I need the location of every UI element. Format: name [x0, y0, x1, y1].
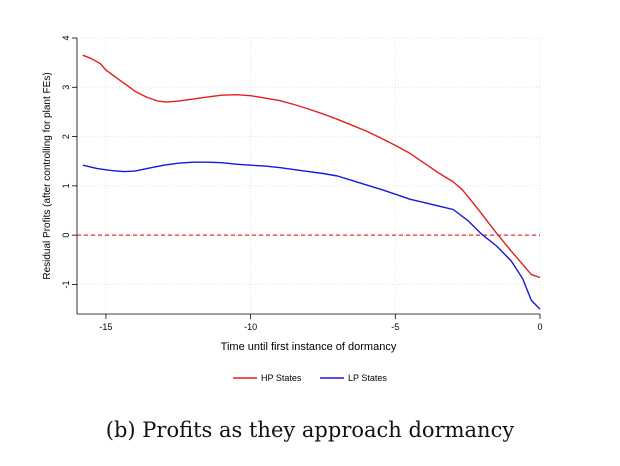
y-tick-label: -1 — [61, 280, 71, 288]
y-tick-label: 2 — [61, 134, 71, 139]
lp-states-line — [82, 161, 541, 310]
y-axis-title: Residual Profits (after controlling for … — [42, 72, 53, 279]
x-axis-title: Time until first instance of dormancy — [221, 341, 397, 353]
series-layer — [77, 54, 541, 310]
x-tick-label: -15 — [99, 322, 112, 332]
y-tick-label: 1 — [61, 183, 71, 188]
x-tick-label: -10 — [244, 322, 257, 332]
legend-label-lp-states: LP States — [348, 373, 387, 383]
legend: HP States LP States — [233, 373, 387, 383]
y-tick-label: 4 — [61, 35, 71, 40]
hp-states-line — [82, 54, 541, 279]
legend-label-hp-states: HP States — [261, 373, 302, 383]
y-tick-label: 0 — [61, 233, 71, 238]
y-tick-label: 3 — [61, 85, 71, 90]
x-tick-label: -5 — [391, 322, 399, 332]
x-tick-label: 0 — [537, 322, 542, 332]
figure-caption: (b) Profits as they approach dormancy — [105, 418, 515, 442]
grid-layer — [77, 37, 541, 314]
